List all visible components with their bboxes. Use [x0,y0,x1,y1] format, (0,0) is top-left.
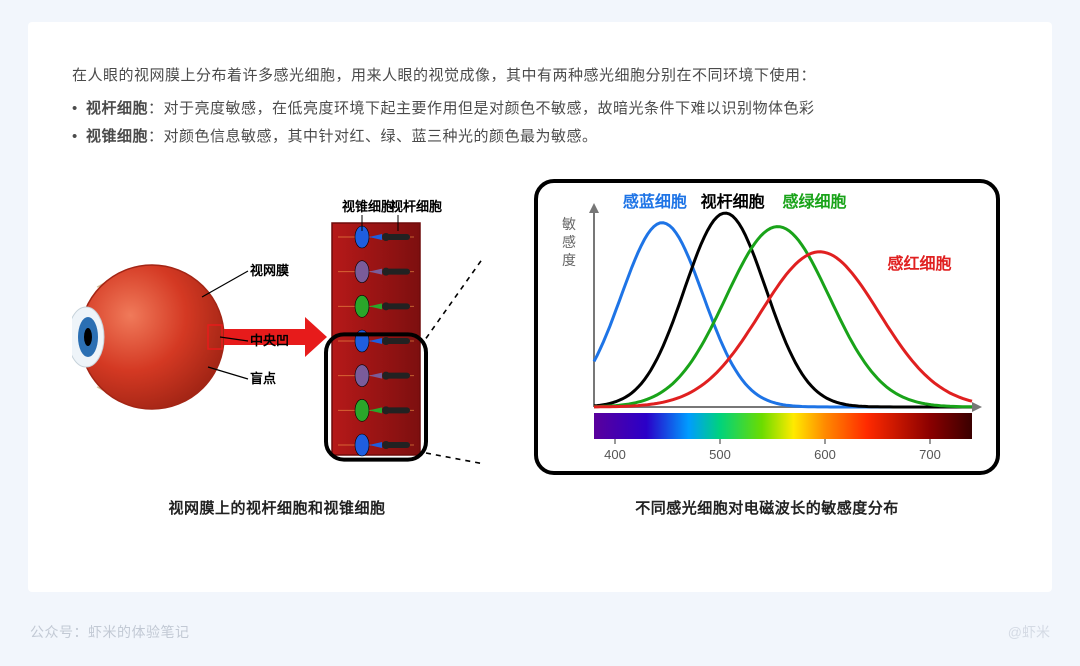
bullet-cone-desc: ：对颜色信息敏感，其中针对红、绿、蓝三种光的颜色最为敏感。 [148,128,598,145]
bullet-rod-cell: 视杆细胞：对于亮度敏感，在低亮度环境下起主要作用但是对颜色不敏感，故暗光条件下难… [86,95,1008,123]
footer-right: @虾米 [1008,622,1050,642]
bullet-cone-cell: 视锥细胞：对颜色信息敏感，其中针对红、绿、蓝三种光的颜色最为敏感。 [86,123,1008,151]
left-caption: 视网膜上的视杆细胞和视锥细胞 [72,497,482,518]
bullet-cone-name: 视锥细胞 [86,128,148,145]
content-card: 在人眼的视网膜上分布着许多感光细胞，用来人眼的视觉成像，其中有两种感光细胞分别在… [28,22,1052,592]
svg-text:400: 400 [604,447,626,462]
right-caption: 不同感光细胞对电磁波长的敏感度分布 [532,497,1002,518]
svg-text:感: 感 [562,234,576,250]
svg-text:视网膜: 视网膜 [250,263,289,278]
footer-left: 公众号：虾米的体验笔记 [30,622,190,642]
sensitivity-figure: 敏感度 400 500 600 700 感蓝细胞视杆细胞感绿细胞感红细胞 不同感光细胞对电… [532,177,1002,518]
svg-text:度: 度 [562,252,576,268]
intro-paragraph: 在人眼的视网膜上分布着许多感光细胞，用来人眼的视觉成像，其中有两种感光细胞分别在… [72,62,1008,89]
figure-row: 视网膜中央凹盲点视锥细胞视杆细胞 视网膜上的视杆细胞和视锥细胞 敏感度40050… [72,177,1008,518]
bullet-rod-name: 视杆细胞 [86,100,148,117]
svg-text:600: 600 [814,447,836,462]
footer-left-label: 公众号： [30,624,88,640]
svg-text:视锥细胞: 视锥细胞 [342,199,394,214]
eye-diagram-svg: 视网膜中央凹盲点 视锥细胞视杆细胞 [72,177,482,477]
footer-left-value: 虾米的体验笔记 [88,624,190,640]
svg-text:感红细胞: 感红细胞 [887,254,951,273]
eye-figure: 视网膜中央凹盲点 视锥细胞视杆细胞 视网膜上的视杆细胞和视锥细胞 [72,177,482,518]
svg-text:视杆细胞: 视杆细胞 [390,199,442,214]
bullet-rod-desc: ：对于亮度敏感，在低亮度环境下起主要作用但是对颜色不敏感，故暗光条件下难以识别物… [148,100,815,117]
svg-text:感绿细胞: 感绿细胞 [782,192,846,211]
svg-text:中央凹: 中央凹 [250,333,289,348]
svg-text:感蓝细胞: 感蓝细胞 [623,192,687,211]
svg-text:500: 500 [709,447,731,462]
svg-text:盲点: 盲点 [250,371,276,386]
sensitivity-chart-svg: 敏感度 400 500 600 700 感蓝细胞视杆细胞感绿细胞感红细胞 [532,177,1002,477]
svg-text:敏: 敏 [562,216,576,232]
svg-text:700: 700 [919,447,941,462]
bullet-list: 视杆细胞：对于亮度敏感，在低亮度环境下起主要作用但是对颜色不敏感，故暗光条件下难… [72,95,1008,151]
svg-text:视杆细胞: 视杆细胞 [701,192,765,211]
